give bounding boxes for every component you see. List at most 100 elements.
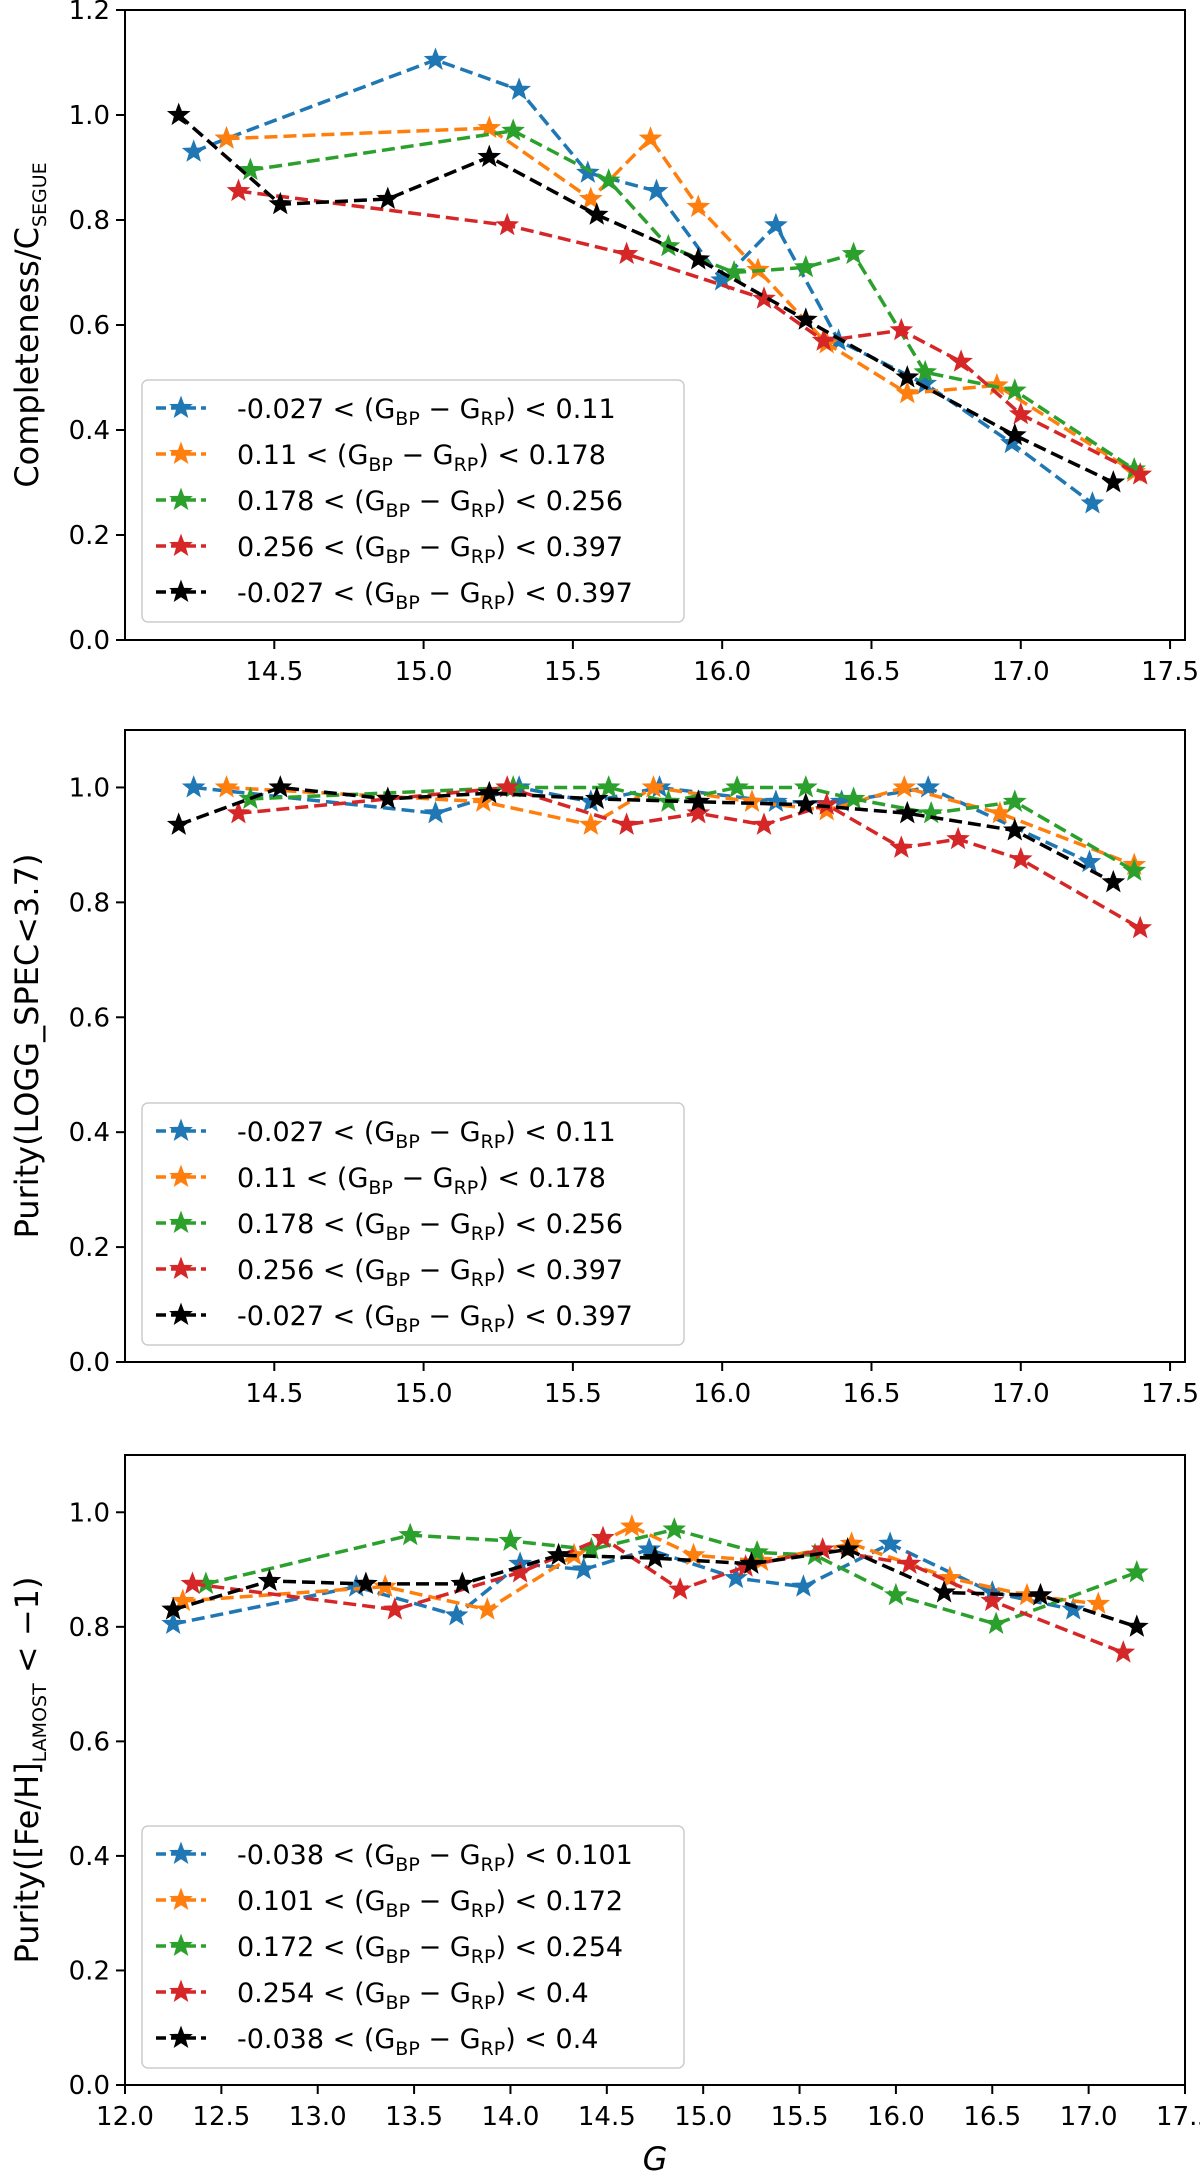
legend-marker: [169, 1118, 193, 1142]
data-point: [932, 1580, 956, 1603]
data-point: [1086, 1591, 1111, 1614]
legend-marker: [169, 579, 193, 603]
legend-marker: [169, 1256, 193, 1280]
data-point: [724, 1565, 748, 1589]
x-tick-label: 16.0: [693, 657, 751, 687]
data-point: [571, 1557, 596, 1580]
x-tick-label: 13.5: [385, 2102, 443, 2132]
data-point: [895, 380, 920, 404]
legend-marker: [169, 533, 193, 557]
data-point: [686, 194, 711, 217]
legend-entry: 0.178 < (GBP − GRP) < 0.256: [237, 486, 623, 522]
data-point: [214, 775, 239, 798]
legend-entry: -0.027 < (GBP − GRP) < 0.11: [237, 1117, 616, 1153]
data-point: [214, 126, 239, 149]
legend-entry: 0.178 < (GBP − GRP) < 0.256: [237, 1209, 623, 1245]
x-tick-label: 14.5: [578, 2102, 636, 2132]
data-point: [1002, 818, 1027, 841]
data-point: [752, 286, 776, 309]
data-point: [578, 812, 603, 835]
data-point: [584, 786, 609, 809]
series-line: [178, 785, 1115, 884]
series-line: [177, 113, 1115, 485]
data-point: [166, 102, 191, 126]
legend-marker: [169, 441, 193, 465]
data-point: [620, 1514, 644, 1537]
legend-entry: -0.038 < (GBP − GRP) < 0.101: [237, 1840, 633, 1876]
x-tick-label: 15.0: [395, 1379, 453, 1409]
data-point: [1008, 401, 1033, 425]
data-point: [980, 1588, 1005, 1612]
data-point: [686, 800, 711, 824]
data-point: [444, 1602, 469, 1626]
legend-entry: 0.101 < (GBP − GRP) < 0.172: [237, 1886, 623, 1922]
data-point: [1128, 462, 1153, 485]
series-2: [171, 1514, 1111, 1620]
data-point: [764, 789, 788, 812]
data-point: [949, 349, 973, 372]
data-point: [614, 241, 639, 265]
data-point: [257, 1568, 282, 1592]
data-point: [1028, 1582, 1053, 1606]
y-tick-label: 0.8: [69, 206, 110, 236]
data-point: [450, 1571, 475, 1594]
x-axis-label: G: [643, 2140, 668, 2177]
series-line: [205, 1527, 1138, 1626]
legend-marker: [169, 1164, 193, 1188]
legend-marker: [169, 1887, 193, 1911]
data-point: [161, 1611, 185, 1635]
data-point: [226, 178, 251, 202]
data-point: [793, 792, 818, 815]
data-point: [596, 775, 621, 798]
x-tick-label: 16.5: [963, 2102, 1021, 2132]
legend-entry: 0.11 < (GBP − GRP) < 0.178: [237, 440, 606, 476]
data-point: [477, 780, 502, 804]
legend-box: [141, 1825, 685, 2069]
legend-marker: [169, 2025, 193, 2049]
data-point: [892, 775, 917, 798]
series-line: [172, 1547, 1138, 1629]
legend-marker: [169, 1979, 193, 2003]
y-tick-label: 0.2: [69, 1956, 110, 1986]
plot-frame: [124, 1454, 1186, 2086]
data-point: [375, 786, 400, 809]
data-point: [985, 372, 1009, 396]
x-tick-label: 17.5: [1141, 657, 1199, 687]
legend-entry: -0.027 < (GBP − GRP) < 0.11: [237, 394, 616, 430]
data-point: [988, 800, 1012, 824]
data-point: [1101, 869, 1126, 893]
x-tick-label: 16.5: [843, 657, 901, 687]
data-point: [681, 1542, 706, 1566]
series-5: [161, 1537, 1149, 1637]
data-point: [668, 1577, 692, 1600]
y-tick-label: 0.4: [69, 1118, 110, 1148]
data-point: [878, 1531, 902, 1554]
data-point: [1128, 915, 1153, 939]
data-point: [725, 775, 749, 798]
x-tick-label: 17.0: [1060, 2102, 1118, 2132]
data-point: [745, 1539, 769, 1563]
y-tick-label: 0.0: [69, 1348, 110, 1378]
data-point: [166, 812, 191, 835]
y-tick-label: 1.0: [69, 1498, 110, 1528]
data-point: [423, 800, 448, 824]
data-point: [584, 202, 609, 225]
chart-panel-3: 12.0 12.5 13.0 13.5 14.0 14.5 15.0 15.5 16.0 16.5…: [8, 1454, 1200, 2177]
data-point: [161, 1597, 185, 1620]
data-point: [984, 1611, 1008, 1635]
data-point: [398, 1522, 423, 1546]
series-line: [250, 785, 1136, 873]
legend-entry: 0.254 < (GBP − GRP) < 0.4: [237, 1978, 589, 2014]
data-point: [793, 307, 818, 330]
data-point: [383, 1597, 407, 1620]
data-point: [238, 157, 263, 181]
y-axis-label: Purity(LOGG_SPEC<3.7): [8, 854, 46, 1239]
y-tick-label: 0.4: [69, 1842, 110, 1872]
data-point: [752, 812, 776, 835]
data-point: [841, 241, 866, 265]
legend-marker: [169, 1210, 193, 1234]
y-tick-label: 0.0: [69, 2071, 110, 2101]
data-point: [739, 1551, 764, 1574]
data-point: [1008, 846, 1033, 870]
